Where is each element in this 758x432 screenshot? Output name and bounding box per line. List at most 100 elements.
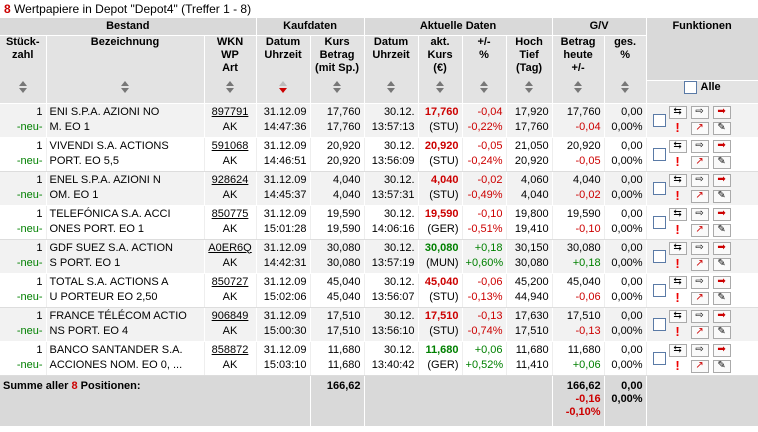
transfer-icon[interactable]: ⇨: [690, 241, 709, 255]
buy-amount: 17,510: [326, 324, 361, 337]
select-all[interactable]: Alle: [646, 80, 758, 104]
chart-icon[interactable]: ↗: [690, 257, 709, 271]
row-checkbox[interactable]: [652, 318, 666, 331]
buy-date-cell: 31.12.09 15:03:10: [256, 341, 311, 376]
current-price-cell: 19,590 (GER): [418, 205, 463, 240]
edit-note-icon[interactable]: ✎: [712, 291, 731, 305]
sort-arrows-icon[interactable]: [525, 80, 534, 94]
chart-icon[interactable]: ↗: [690, 189, 709, 203]
compare-icon[interactable]: ⇆: [668, 275, 687, 289]
row-checkbox[interactable]: [652, 114, 666, 127]
chart-icon[interactable]: ↗: [690, 121, 709, 135]
edit-note-icon[interactable]: ✎: [712, 359, 731, 373]
sort-arrows-icon[interactable]: [480, 80, 489, 94]
sort-arrows-icon[interactable]: [621, 80, 630, 94]
compare-icon[interactable]: ⇆: [668, 139, 687, 153]
sort-akt-datum[interactable]: [364, 80, 419, 104]
chart-icon[interactable]: ↗: [690, 291, 709, 305]
day-high: 4,060: [521, 173, 549, 186]
sort-betrag[interactable]: [552, 80, 605, 104]
sell-arrow-icon[interactable]: ➡: [712, 207, 731, 221]
qty-cell: 1 -neu-: [0, 103, 47, 138]
select-all-checkbox[interactable]: [683, 80, 697, 94]
transfer-icon[interactable]: ⇨: [690, 139, 709, 153]
row-checkbox[interactable]: [652, 284, 666, 297]
wkn-link[interactable]: 850775: [211, 207, 249, 220]
sort-wkn[interactable]: [204, 80, 257, 104]
wkn-link[interactable]: 858872: [211, 343, 249, 356]
compare-icon[interactable]: ⇆: [668, 241, 687, 255]
chart-icon[interactable]: ↗: [690, 155, 709, 169]
wkn-link[interactable]: 897791: [211, 105, 249, 118]
row-checkbox[interactable]: [652, 216, 666, 229]
sort-akt-kurs[interactable]: [418, 80, 463, 104]
sort-diff[interactable]: [462, 80, 507, 104]
row-checkbox[interactable]: [652, 250, 666, 263]
compare-icon[interactable]: ⇆: [668, 309, 687, 323]
edit-note-icon[interactable]: ✎: [712, 257, 731, 271]
wkn-link[interactable]: A0ER6Q: [208, 241, 252, 254]
sort-arrows-icon[interactable]: [436, 80, 445, 94]
sell-arrow-icon[interactable]: ➡: [712, 173, 731, 187]
alert-icon[interactable]: !: [675, 256, 680, 271]
row-checkbox[interactable]: [652, 182, 666, 195]
compare-icon[interactable]: ⇆: [668, 207, 687, 221]
sell-arrow-icon[interactable]: ➡: [712, 241, 731, 255]
sort-arrows-icon[interactable]: [18, 80, 27, 94]
alert-icon[interactable]: !: [675, 358, 680, 373]
chart-icon[interactable]: ↗: [690, 325, 709, 339]
alert-icon[interactable]: !: [675, 154, 680, 169]
alert-icon[interactable]: !: [675, 290, 680, 305]
sell-arrow-icon[interactable]: ➡: [712, 139, 731, 153]
transfer-icon[interactable]: ⇨: [690, 173, 709, 187]
compare-icon[interactable]: ⇆: [668, 173, 687, 187]
compare-icon[interactable]: ⇆: [668, 343, 687, 357]
sort-arrows-icon[interactable]: [333, 80, 342, 94]
sort-bezeichnung[interactable]: [46, 80, 205, 104]
transfer-icon[interactable]: ⇨: [690, 105, 709, 119]
sort-stueck[interactable]: [0, 80, 47, 104]
total-gv-pct: 0,00%: [611, 154, 643, 167]
sort-ges[interactable]: [604, 80, 647, 104]
edit-note-icon[interactable]: ✎: [712, 121, 731, 135]
sort-arrows-icon[interactable]: [121, 80, 129, 94]
sort-desc-active-icon[interactable]: [279, 80, 288, 94]
edit-note-icon[interactable]: ✎: [712, 189, 731, 203]
row-checkbox[interactable]: [652, 148, 666, 161]
sort-arrows-icon[interactable]: [226, 80, 235, 94]
transfer-icon[interactable]: ⇨: [690, 207, 709, 221]
wkn-link[interactable]: 850727: [211, 275, 249, 288]
wkn-link[interactable]: 928624: [211, 173, 249, 186]
alert-icon[interactable]: !: [675, 120, 680, 135]
sell-arrow-icon[interactable]: ➡: [712, 275, 731, 289]
transfer-icon[interactable]: ⇨: [690, 309, 709, 323]
wkn-link[interactable]: 591068: [211, 139, 249, 152]
sort-kauf-kurs[interactable]: [310, 80, 365, 104]
edit-note-icon[interactable]: ✎: [712, 155, 731, 169]
chart-icon[interactable]: ↗: [690, 223, 709, 237]
sell-arrow-icon[interactable]: ➡: [712, 309, 731, 323]
transfer-icon[interactable]: ⇨: [690, 275, 709, 289]
sell-arrow-icon[interactable]: ➡: [712, 105, 731, 119]
sort-arrows-icon[interactable]: [574, 80, 583, 94]
alert-icon[interactable]: !: [675, 188, 680, 203]
position-rows: 1 -neu- ENI S.P.A. AZIONI NO M. EO 1 897791…: [0, 103, 758, 376]
sort-hoch[interactable]: [506, 80, 553, 104]
sort-kauf-datum[interactable]: [256, 80, 311, 104]
compare-icon[interactable]: ⇆: [668, 105, 687, 119]
sell-arrow-icon[interactable]: ➡: [712, 343, 731, 357]
row-checkbox[interactable]: [652, 352, 666, 365]
current-date: 30.12.: [383, 139, 415, 152]
chart-icon[interactable]: ↗: [690, 359, 709, 373]
new-badge: -neu-: [16, 120, 43, 133]
transfer-icon[interactable]: ⇨: [690, 343, 709, 357]
alert-icon[interactable]: !: [675, 222, 680, 237]
summary-ges-pct: 0,00%: [611, 392, 643, 405]
wkn-link[interactable]: 906849: [211, 309, 249, 322]
group-funktionen: Funktionen: [646, 18, 758, 81]
edit-note-icon[interactable]: ✎: [712, 325, 731, 339]
buy-time: 14:45:37: [263, 188, 307, 201]
edit-note-icon[interactable]: ✎: [712, 223, 731, 237]
alert-icon[interactable]: !: [675, 324, 680, 339]
sort-arrows-icon[interactable]: [387, 80, 396, 94]
